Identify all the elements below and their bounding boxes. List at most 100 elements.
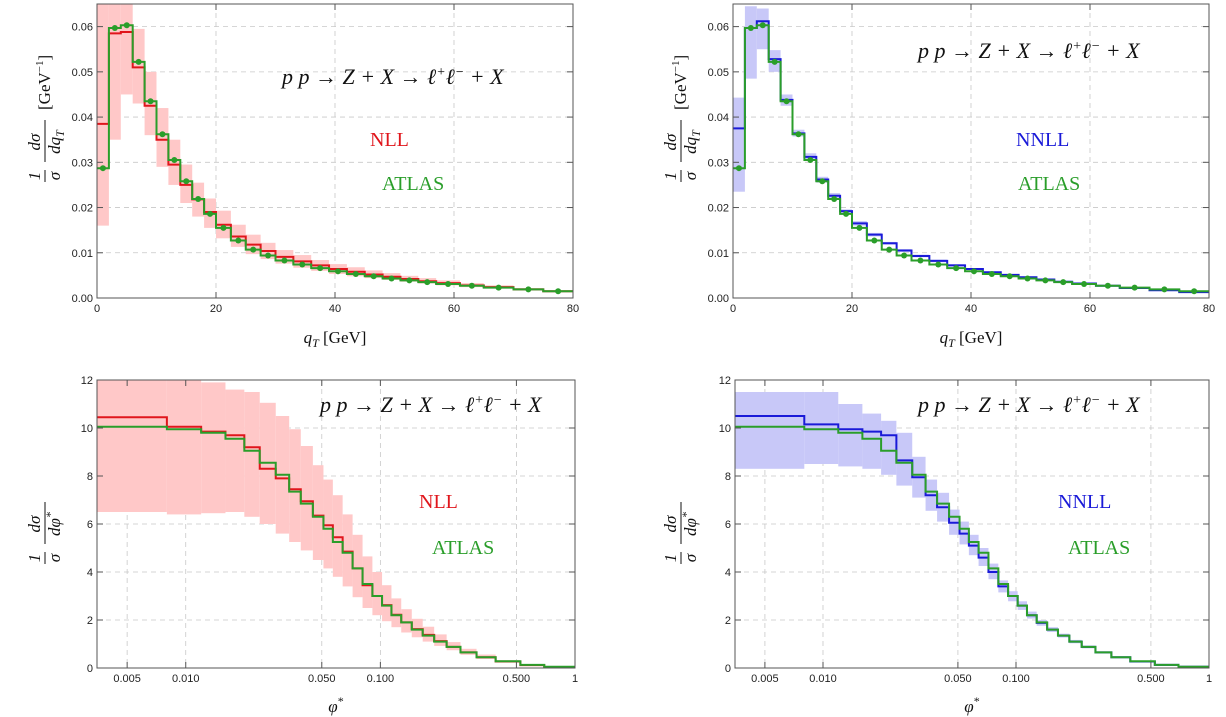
atlas-data-point — [123, 22, 130, 29]
uncertainty-band-bin — [735, 392, 805, 469]
y-tick-label: 8 — [725, 471, 731, 483]
atlas-data-point — [220, 224, 227, 231]
ylabel-one: 1 — [661, 172, 680, 181]
ylabel-dsigma: dσ — [25, 515, 44, 533]
atlas-data-point — [352, 271, 359, 278]
y-tick-label: 0.01 — [708, 248, 729, 260]
x-tick-label: 0.010 — [809, 673, 837, 685]
atlas-data-point — [468, 282, 475, 289]
legend-nnll: NNLL — [1058, 491, 1111, 513]
uncertainty-band-bin — [411, 618, 423, 638]
uncertainty-band-bin — [744, 6, 757, 79]
uncertainty-band-bin — [201, 382, 226, 514]
y-tick-label: 2 — [87, 615, 93, 627]
uncertainty-band-bin — [244, 392, 260, 517]
process-label: p p → Z + X → ℓ+ℓ− + X — [280, 64, 505, 89]
x-tick-label: 0.050 — [308, 673, 336, 685]
ylabel-denominator: dqT — [681, 129, 703, 154]
atlas-data-point — [807, 157, 814, 164]
x-tick-label: 0.005 — [751, 673, 779, 685]
y-tick-label: 0.03 — [708, 157, 729, 169]
ylabel-sigma: σ — [681, 171, 700, 180]
y-tick-label: 2 — [725, 615, 731, 627]
y-tick-label: 10 — [81, 423, 93, 435]
y-tick-label: 0.02 — [708, 203, 729, 215]
atlas-data-point — [334, 268, 341, 275]
uncertainty-band-bin — [312, 465, 324, 560]
atlas-data-point — [370, 273, 377, 280]
uncertainty-band-bin — [342, 514, 353, 587]
y-tick-label: 4 — [725, 567, 731, 579]
x-tick-label: 40 — [329, 303, 341, 315]
ylabel-dsigma: dσ — [661, 133, 680, 151]
uncertainty-band-bin — [756, 8, 769, 50]
x-axis-label: φ* — [964, 694, 979, 716]
x-tick-label: 1 — [572, 673, 578, 685]
x-tick-label: 0.100 — [367, 673, 395, 685]
uncertainty-band-bin — [391, 598, 402, 628]
atlas-data-point — [1104, 282, 1111, 289]
atlas-data-point — [495, 284, 502, 291]
y-tick-label: 0.04 — [708, 112, 729, 124]
x-tick-label: 0.100 — [1002, 673, 1030, 685]
x-tick-label: 0.010 — [172, 673, 200, 685]
uncertainty-band-bin — [166, 380, 202, 515]
y-tick-label: 0.05 — [72, 67, 93, 79]
uncertainty-band-bin — [352, 534, 363, 598]
atlas-data-point — [935, 261, 942, 268]
ylabel-dsigma: dσ — [25, 133, 44, 151]
atlas-data-point — [795, 131, 802, 138]
uncertainty-band-bin — [108, 4, 121, 140]
atlas-data-point — [555, 288, 562, 295]
legend-nnll: NNLL — [1016, 129, 1069, 151]
uncertainty-band-bin — [225, 389, 245, 512]
atlas-data-point — [1024, 275, 1031, 282]
uncertainty-band-bin — [156, 108, 169, 167]
x-axis-label: qT [GeV] — [304, 328, 367, 350]
y-tick-label: 8 — [87, 471, 93, 483]
uncertainty-band-bin — [97, 4, 109, 226]
y-tick-label: 12 — [719, 375, 731, 387]
process-label: p p → Z + X → ℓ+ℓ− + X — [916, 38, 1141, 63]
x-tick-label: 0.500 — [1137, 673, 1165, 685]
series-atlas-line — [97, 425, 575, 668]
ylabel-one: 1 — [25, 554, 44, 563]
y-tick-label: 0.01 — [72, 248, 93, 260]
atlas-data-point — [171, 157, 178, 164]
x-tick-label: 0.050 — [944, 673, 972, 685]
plot-area — [97, 4, 573, 295]
atlas-data-point — [525, 286, 532, 293]
y-tick-label: 0.04 — [72, 112, 93, 124]
uncertainty-band-bin — [896, 432, 913, 486]
series-atlas-line — [733, 24, 1209, 293]
legend-atlas: ATLAS — [1018, 173, 1080, 195]
atlas-data-point — [1161, 286, 1168, 293]
x-tick-label: 60 — [448, 303, 460, 315]
ylabel-sigma: σ — [45, 171, 64, 180]
atlas-data-point — [1191, 288, 1198, 295]
uncertainty-band-bin — [289, 429, 301, 542]
chart-panel-top-left: 0 20 40 60 80 0.00 0.01 0.02 0.03 0.04 0.05 0.06 1 σ d… — [25, 3, 579, 350]
uncertainty-band-bin — [862, 413, 882, 469]
legend-atlas: ATLAS — [382, 173, 444, 195]
legend-nll: NLL — [419, 491, 458, 513]
plot-area — [733, 6, 1209, 295]
x-tick-label: 20 — [846, 303, 858, 315]
process-label: p p → Z + X → ℓ+ℓ− + X — [916, 392, 1141, 417]
series-atlas-line — [97, 24, 573, 293]
ylabel-denominator: dφ* — [679, 512, 700, 536]
y-axis-label: 1 σ dσ dqT [GeV−1] — [661, 55, 703, 182]
atlas-data-point — [856, 224, 863, 231]
atlas-data-point — [445, 280, 452, 287]
x-tick-label: 0.005 — [113, 673, 141, 685]
uncertainty-band-bin — [120, 4, 133, 95]
atlas-data-point — [735, 165, 742, 172]
y-tick-label: 6 — [87, 519, 93, 531]
atlas-data-point — [195, 195, 202, 202]
x-tick-label: 20 — [210, 303, 222, 315]
x-tick-label: 80 — [567, 303, 579, 315]
uncertainty-band-bin — [881, 420, 897, 475]
process-label: p p → Z + X → ℓ+ℓ− + X — [318, 392, 543, 417]
series-atlas-line — [735, 425, 1209, 668]
uncertainty-band-bin — [323, 479, 333, 569]
